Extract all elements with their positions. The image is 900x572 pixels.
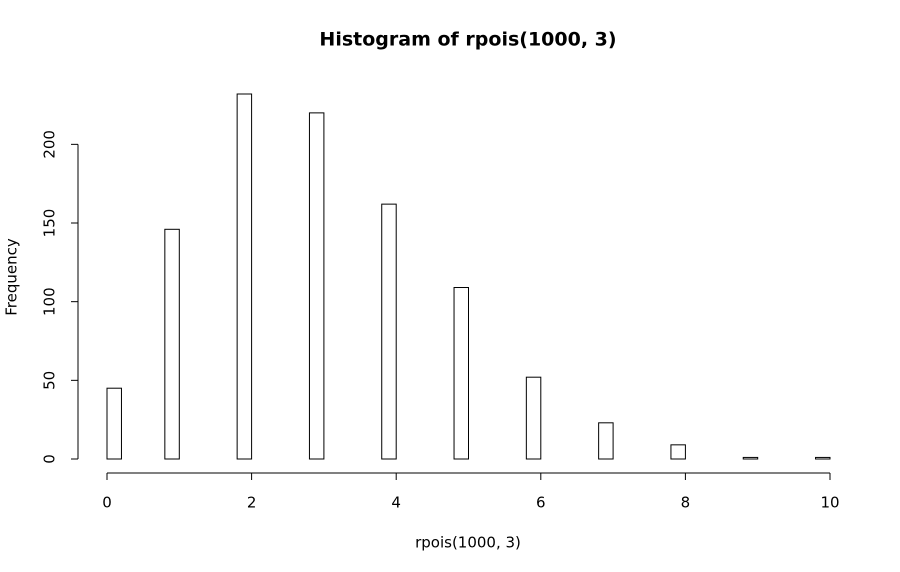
bar: [815, 456, 831, 460]
bar: [742, 456, 759, 460]
bar: [106, 387, 122, 460]
y-tick-label: 50: [41, 371, 59, 390]
y-tick-label: 150: [41, 209, 59, 238]
bar: [453, 287, 470, 460]
chart-title: Histogram of rpois(1000, 3): [319, 29, 616, 51]
x-tick-label: 4: [391, 494, 401, 512]
bar: [164, 228, 180, 460]
x-axis-label: rpois(1000, 3): [415, 534, 521, 552]
bar: [598, 422, 614, 460]
x-tick-label: 10: [820, 494, 839, 512]
y-tick-label: 200: [41, 130, 59, 159]
x-tick-label: 6: [536, 494, 546, 512]
y-tick-label: 100: [41, 287, 59, 316]
bar: [236, 93, 253, 460]
x-tick-label: 0: [102, 494, 112, 512]
x-tick-label: 2: [247, 494, 257, 512]
y-axis-label: Frequency: [3, 238, 21, 316]
bar: [670, 444, 686, 460]
y-tick-label: 0: [41, 454, 59, 464]
x-tick-label: 8: [681, 494, 691, 512]
bar: [308, 112, 325, 460]
bar: [381, 203, 397, 460]
bar: [525, 376, 542, 460]
